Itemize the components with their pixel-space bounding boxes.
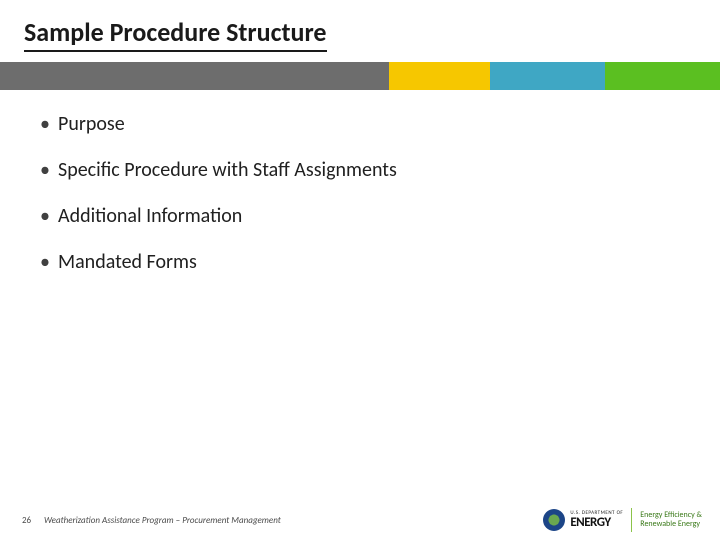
list-item: Mandated Forms [36,250,684,274]
logo-divider [631,508,632,532]
footer-text: Weatherization Assistance Program – Proc… [44,515,281,526]
list-item: Specific Procedure with Staff Assignment… [36,158,684,182]
band-seg-green [605,62,720,90]
eere-text: Energy Efficiency & Renewable Energy [640,511,702,529]
color-band [0,62,720,90]
doe-seal-icon [543,509,565,531]
doe-dept-main: ENERGY [570,516,623,529]
bullet-list: Purpose Specific Procedure with Staff As… [36,112,684,274]
band-seg-gray [0,62,389,90]
list-item: Additional Information [36,204,684,228]
slide: { "title": "Sample Procedure Structure",… [0,0,720,540]
band-seg-teal [490,62,605,90]
band-seg-yellow [389,62,490,90]
list-item: Purpose [36,112,684,136]
doe-logo: U.S. DEPARTMENT OF ENERGY [543,509,623,531]
logo-block: U.S. DEPARTMENT OF ENERGY Energy Efficie… [543,508,702,532]
page-number: 26 [22,515,31,526]
eere-line2: Renewable Energy [640,520,702,529]
slide-title: Sample Procedure Structure [24,16,327,52]
content-area: Purpose Specific Procedure with Staff As… [36,112,684,296]
doe-text: U.S. DEPARTMENT OF ENERGY [570,511,623,529]
footer: 26 Weatherization Assistance Program – P… [0,500,720,540]
